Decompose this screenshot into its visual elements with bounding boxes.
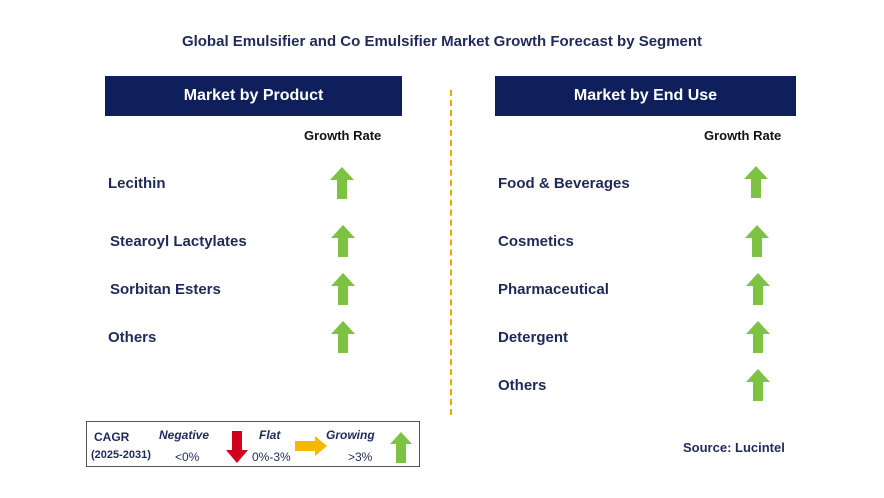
legend-cagr-label: CAGR <box>94 430 130 444</box>
legend-negative-label: Negative <box>159 428 210 442</box>
legend-flat-label: Flat <box>259 428 281 442</box>
legend-flat-range: 0%-3% <box>252 450 291 464</box>
product-panel-header: Market by Product <box>105 76 402 116</box>
growing-arrow-icon <box>331 273 355 305</box>
end-use-item-label: Pharmaceutical <box>498 281 609 298</box>
legend-period: (2025-2031) <box>91 449 151 461</box>
product-item-label: Others <box>108 329 157 346</box>
product-item-label: Lecithin <box>108 175 166 192</box>
end-use-panel-header: Market by End Use <box>495 76 796 116</box>
growing-arrow-icon <box>331 225 355 257</box>
growing-arrow-icon <box>746 273 770 305</box>
growing-arrow-icon <box>746 321 770 353</box>
panel-divider <box>450 90 452 415</box>
product-item-label: Sorbitan Esters <box>110 281 221 298</box>
end-use-item-label: Detergent <box>498 329 569 346</box>
growing-arrow-icon <box>331 321 355 353</box>
legend-growing-label: Growing <box>326 428 375 442</box>
legend-growing-range: >3% <box>348 450 373 464</box>
growing-arrow-icon <box>330 167 354 199</box>
flat-arrow-icon <box>295 436 327 456</box>
source-note: Source: Lucintel <box>683 440 785 455</box>
product-item-label: Stearoyl Lactylates <box>110 233 247 250</box>
growing-arrow-icon <box>746 369 770 401</box>
negative-arrow-icon <box>226 431 248 463</box>
page-title: Global Emulsifier and Co Emulsifier Mark… <box>181 33 703 50</box>
end-use-item-label: Cosmetics <box>498 233 574 250</box>
growing-arrow-icon <box>390 432 412 463</box>
legend-negative-range: <0% <box>175 450 200 464</box>
growing-arrow-icon <box>744 166 768 198</box>
growing-arrow-icon <box>745 225 769 257</box>
product-growth-rate-label: Growth Rate <box>304 128 382 143</box>
end-use-item-label: Food & Beverages <box>498 175 630 192</box>
cagr-legend: CAGR (2025-2031) Negative <0% Flat 0%-3%… <box>86 421 420 467</box>
end-use-item-label: Others <box>498 377 547 394</box>
end-use-growth-rate-label: Growth Rate <box>704 128 782 143</box>
